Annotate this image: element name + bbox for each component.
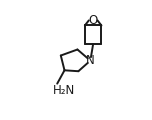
Text: O: O xyxy=(88,14,98,27)
Text: N: N xyxy=(86,54,95,67)
Text: H₂N: H₂N xyxy=(53,84,75,97)
